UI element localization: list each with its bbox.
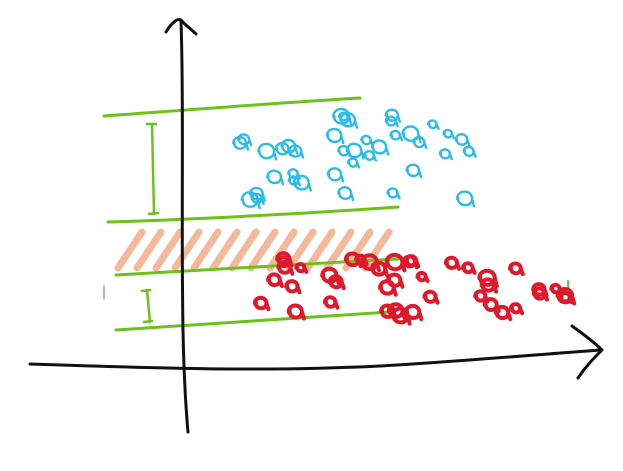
upper-band-point bbox=[332, 107, 353, 126]
upper-band-point bbox=[455, 190, 476, 208]
upper-band-point bbox=[370, 139, 390, 156]
lower-band-point bbox=[294, 261, 309, 274]
hatch-stroke bbox=[152, 228, 184, 272]
upper-band-point bbox=[232, 135, 250, 151]
hatch-stroke bbox=[228, 228, 260, 272]
lower-band-point bbox=[531, 286, 549, 302]
hatch-stroke bbox=[114, 228, 146, 272]
upper-band-point bbox=[280, 138, 299, 155]
lower-band-points bbox=[252, 251, 577, 326]
hatch-stroke bbox=[171, 228, 203, 272]
upper-band-point bbox=[347, 157, 361, 169]
upper-band-point bbox=[337, 186, 355, 202]
lower-band-bottom-line bbox=[114, 310, 392, 332]
upper-band-point bbox=[384, 115, 399, 128]
x-arrow bbox=[570, 324, 604, 380]
upper-band-point bbox=[360, 134, 374, 147]
upper-band-point bbox=[237, 133, 253, 147]
lower-band-point bbox=[384, 252, 407, 273]
y-arrow bbox=[164, 18, 198, 36]
y-axis bbox=[179, 20, 190, 434]
lower-band-point bbox=[286, 303, 306, 321]
upper-band-point bbox=[389, 129, 404, 142]
lower-band-point bbox=[508, 302, 525, 316]
lower-band-point bbox=[401, 254, 419, 270]
upper-band-point bbox=[462, 145, 477, 158]
lower-band-point bbox=[549, 282, 564, 296]
lower-band-point bbox=[252, 295, 271, 312]
upper-band-point bbox=[250, 192, 265, 205]
band-lines bbox=[102, 96, 570, 332]
lower-band-point bbox=[327, 274, 346, 291]
upper-band-point bbox=[454, 133, 471, 147]
axes bbox=[28, 18, 604, 434]
lower-band-point bbox=[378, 279, 398, 297]
upper-band-point bbox=[292, 174, 312, 192]
hatch-stroke bbox=[304, 228, 336, 272]
lower-band-point bbox=[276, 260, 295, 276]
hatch-stroke bbox=[209, 228, 241, 272]
lower-band-point bbox=[422, 289, 440, 305]
upper-band-point bbox=[363, 149, 378, 162]
hatch-stroke bbox=[247, 228, 279, 272]
lower-band-point bbox=[479, 277, 499, 294]
lower-band-point bbox=[379, 303, 398, 320]
lower-band-point bbox=[354, 253, 369, 266]
upper-band-point bbox=[438, 148, 454, 161]
upper-band-point bbox=[405, 163, 423, 179]
lower-band-point bbox=[507, 261, 525, 277]
upper-band-point bbox=[384, 108, 402, 123]
upper-band-point bbox=[337, 144, 352, 158]
upper-band-point bbox=[326, 167, 345, 183]
upper-band-point bbox=[442, 128, 456, 140]
lower-band-width-marker bbox=[140, 288, 154, 324]
hatch-stroke bbox=[285, 228, 317, 272]
upper-band-point bbox=[257, 142, 278, 161]
upper-band-point bbox=[426, 119, 440, 130]
lower-band-point bbox=[390, 306, 412, 326]
upper-band-points bbox=[232, 107, 477, 210]
upper-band-point bbox=[287, 175, 302, 187]
hatch-stroke bbox=[133, 228, 165, 272]
lower-band-point bbox=[322, 295, 340, 310]
lower-band-point bbox=[415, 270, 430, 283]
lower-band-point bbox=[482, 297, 501, 313]
upper-band-point bbox=[266, 169, 285, 186]
upper-band-bottom-line bbox=[106, 205, 400, 224]
lower-band-point bbox=[266, 272, 284, 289]
upper-band-point bbox=[339, 112, 359, 129]
upper-band-width-marker bbox=[145, 122, 160, 216]
upper-band-top-line bbox=[102, 96, 362, 118]
upper-band-point bbox=[287, 144, 305, 159]
upper-band-point bbox=[386, 187, 401, 200]
lower-band-point bbox=[369, 260, 390, 278]
hatch-stroke bbox=[190, 228, 222, 272]
lower-band-point bbox=[461, 261, 477, 275]
lower-band-point bbox=[443, 255, 462, 271]
hatch-stroke bbox=[266, 228, 298, 272]
upper-band-point bbox=[325, 127, 345, 145]
x-axis bbox=[28, 348, 602, 371]
lower-band-point bbox=[284, 279, 302, 295]
upper-band-point bbox=[401, 125, 422, 144]
